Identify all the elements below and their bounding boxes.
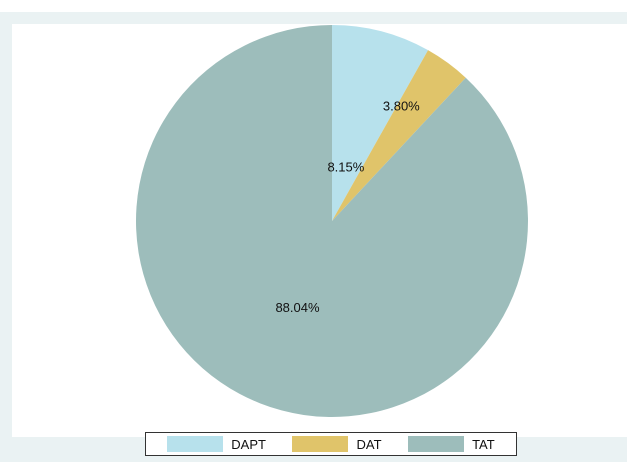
pie-slice-tat <box>135 25 529 417</box>
legend-swatch-dapt <box>167 436 224 452</box>
slice-label-dat: 3.80% <box>383 99 420 114</box>
legend-label-dat: DAT <box>356 436 382 452</box>
legend-swatch-dat <box>292 436 349 452</box>
pie-slice-dat <box>332 50 466 221</box>
slice-label-dapt: 8.15% <box>327 159 364 174</box>
legend-item-tat: TAT <box>408 436 495 452</box>
slice-label-tat: 88.04% <box>275 300 320 315</box>
legend-swatch-tat <box>408 436 465 452</box>
legend-item-dapt: DAPT <box>167 436 266 452</box>
legend-item-dat: DAT <box>292 436 382 452</box>
pie-slice-dapt <box>332 25 429 221</box>
legend-label-tat: TAT <box>472 436 495 452</box>
pie-slices <box>135 25 529 417</box>
pie-slice-labels: 8.15% 3.80% 88.04% <box>275 99 420 315</box>
legend: DAPT DAT TAT <box>145 432 517 456</box>
legend-label-dapt: DAPT <box>231 436 266 452</box>
